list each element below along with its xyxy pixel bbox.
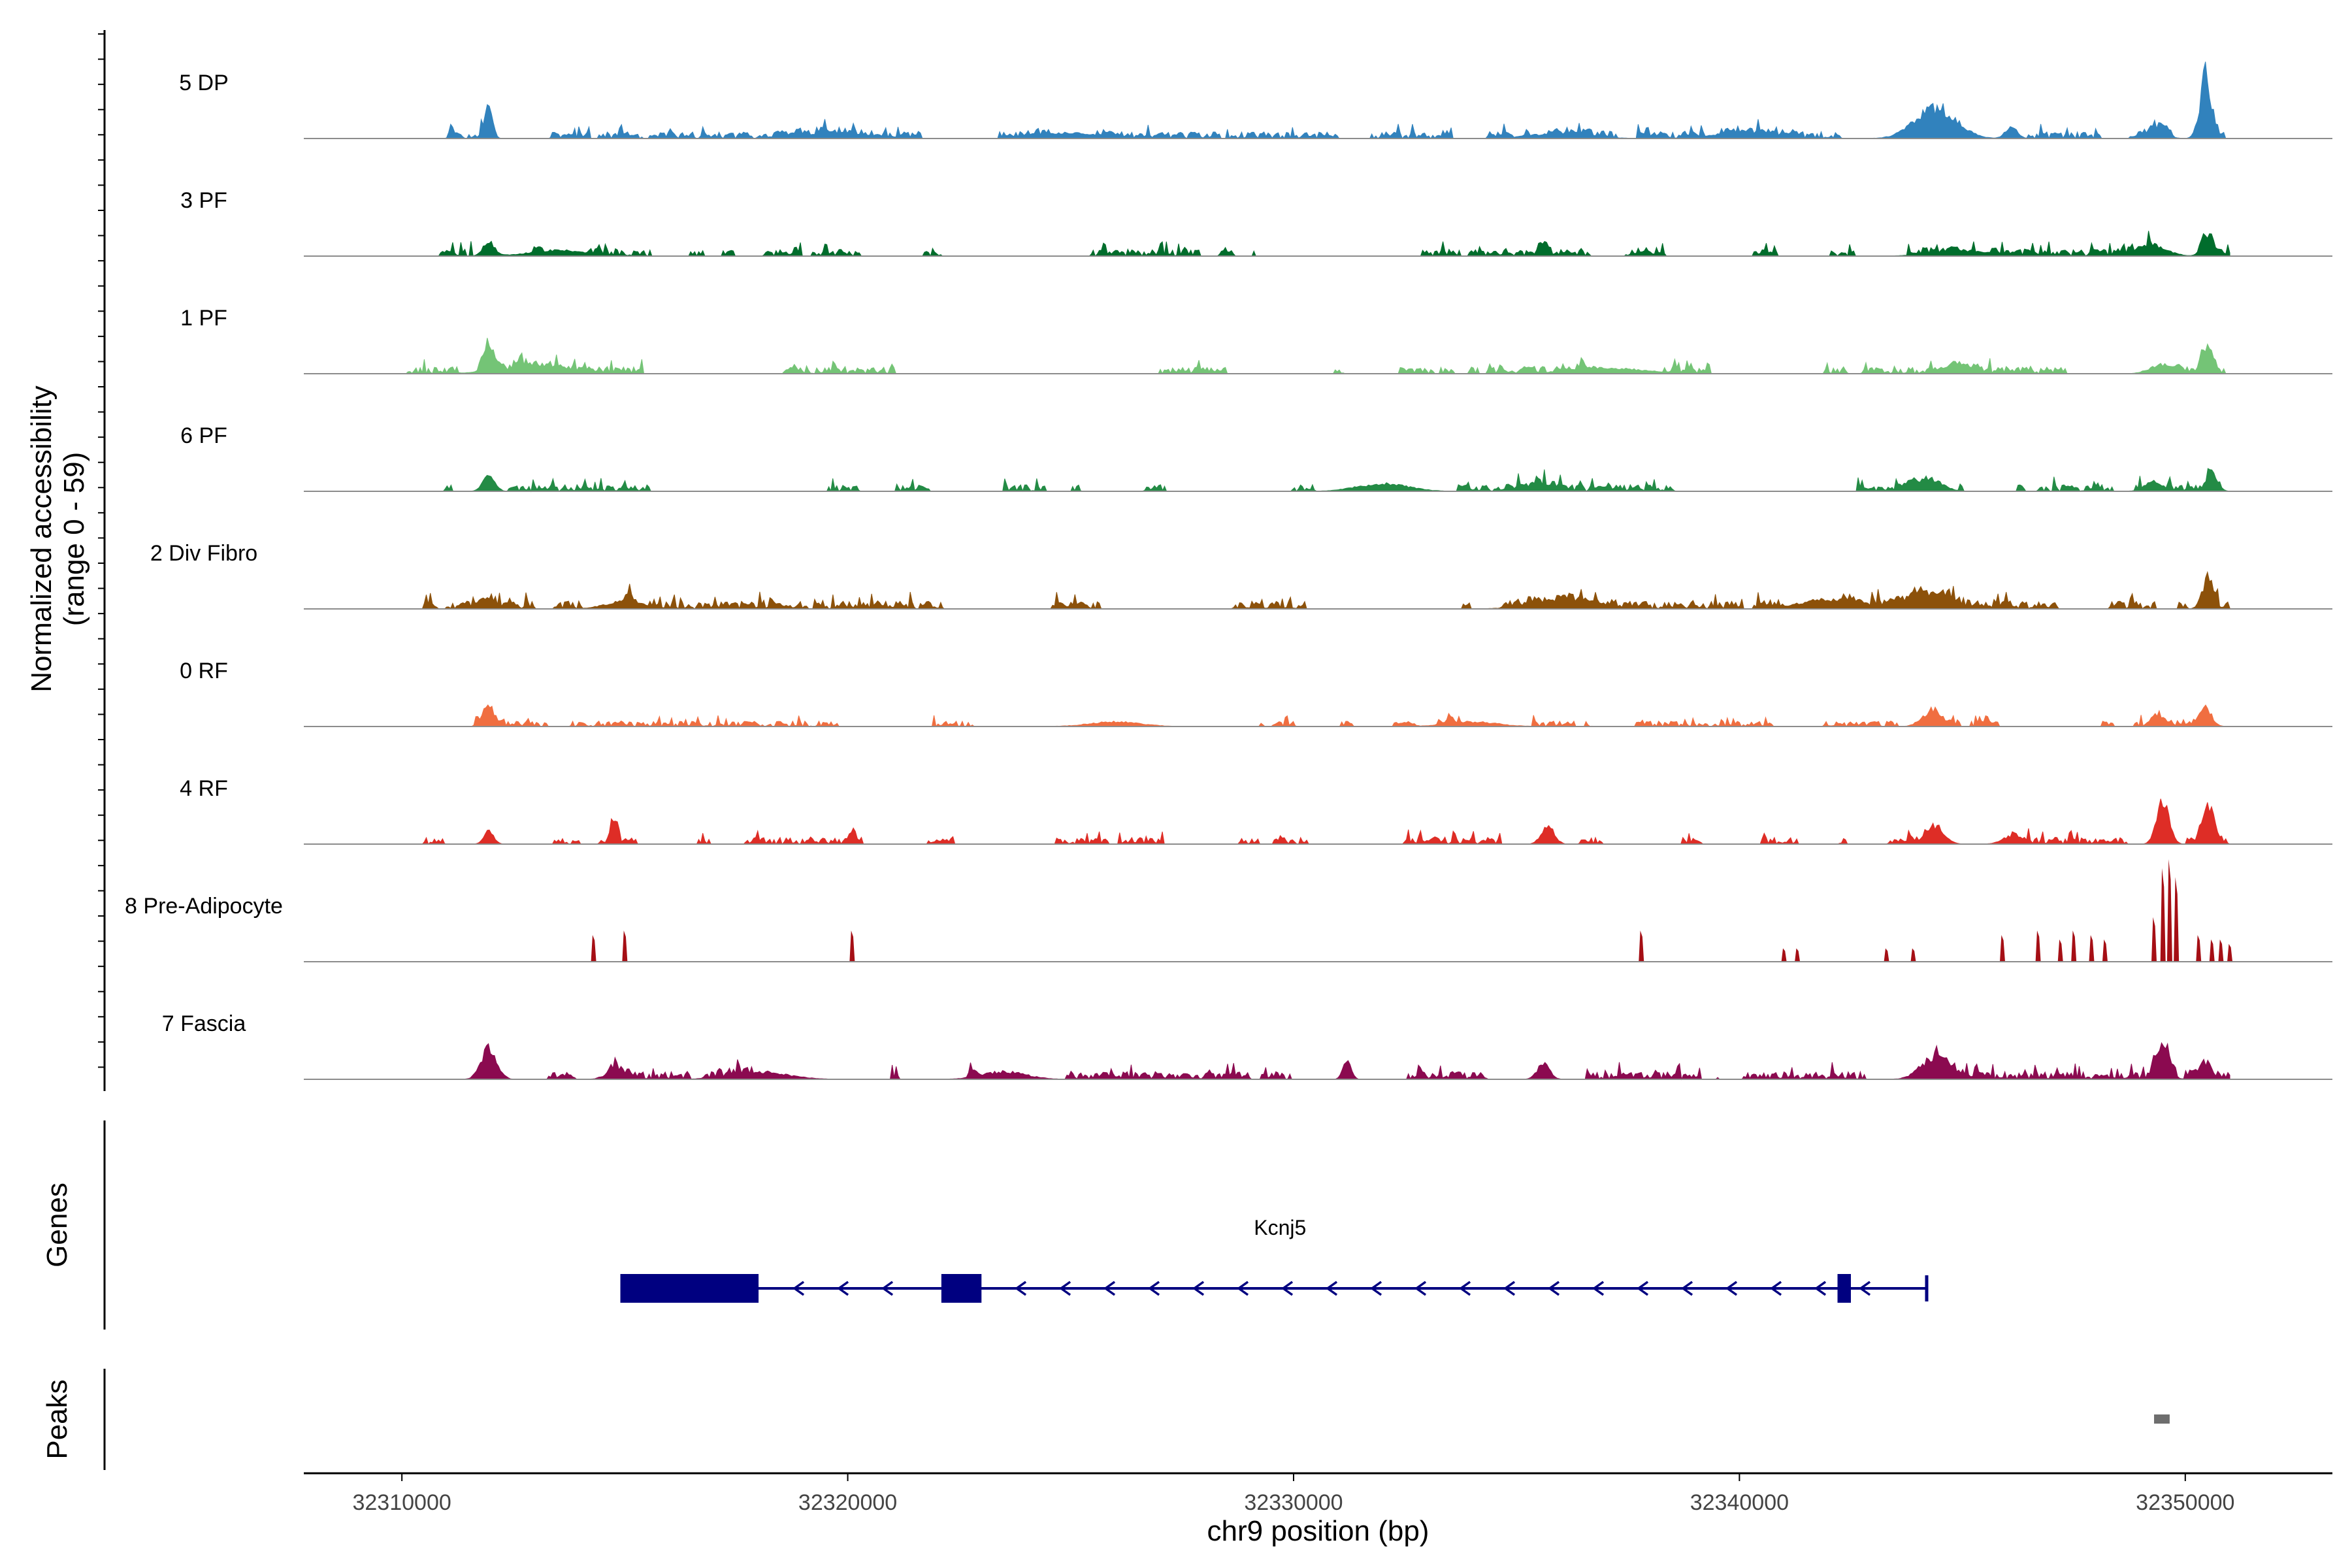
track-label: 5 DP (179, 71, 229, 95)
gene-name: Kcnj5 (1254, 1216, 1306, 1239)
coverage-spike (1884, 948, 1889, 962)
coverage-spike (2089, 935, 2095, 962)
strand-arrow (792, 1281, 805, 1296)
x-axis-label: chr9 position (bp) (1207, 1515, 1429, 1547)
track-1-pf: 1 PF (180, 306, 2332, 375)
genes-panel: Genes Kcnj5 (41, 1120, 1929, 1330)
strand-arrow (1059, 1281, 1071, 1296)
coverage-spike (2071, 930, 2077, 962)
track-5-dp: 5 DP (179, 61, 2332, 140)
coverage-spike (2209, 939, 2215, 962)
track-7-fascia: 7 Fascia (162, 1011, 2332, 1081)
x-axis: 32310000 32320000 32330000 32340000 32350000… (304, 1472, 2332, 1547)
strand-arrow (1326, 1281, 1338, 1296)
track-label: 2 Div Fibro (150, 541, 257, 566)
track-0-rf: 0 RF (180, 659, 2332, 728)
coverage-spike (1910, 948, 1916, 962)
strand-arrow (1814, 1281, 1827, 1296)
strand-arrow (1148, 1281, 1160, 1296)
strand-arrow (1459, 1281, 1471, 1296)
x-tick-label: 32320000 (798, 1490, 897, 1515)
coverage-spike (2057, 939, 2063, 962)
strand-arrow (1503, 1281, 1516, 1296)
peak-region (2154, 1414, 2170, 1424)
track-4-rf: 4 RF (180, 776, 2332, 845)
strand-arrow (1103, 1281, 1116, 1296)
gene-exon (1837, 1274, 1851, 1303)
peaks-panel-label: Peaks (41, 1379, 73, 1459)
coverage-spike (2174, 877, 2180, 962)
strand-arrow (1281, 1281, 1294, 1296)
track-label: 7 Fascia (162, 1011, 246, 1036)
strand-arrow (1681, 1281, 1693, 1296)
coverage-spike (2218, 939, 2224, 962)
coverage-spike (1795, 948, 1801, 962)
peak-regions (2154, 1414, 2170, 1424)
strand-arrow (881, 1281, 894, 1296)
coverage-spike (1639, 930, 1644, 962)
coverage-spike (2102, 939, 2108, 962)
coverage-spike (2160, 868, 2166, 962)
gene-model: Kcnj5 (620, 1216, 1929, 1303)
coverage-y-axis-ticks (98, 33, 105, 1068)
x-axis-ticks: 32310000 32320000 32330000 32340000 32350000 (352, 1473, 2234, 1515)
track-8-pre-adipocyte: 8 Pre-Adipocyte (125, 859, 2332, 962)
gene-exon (941, 1274, 982, 1303)
y-axis-label-range: (range 0 - 59) (58, 452, 90, 627)
track-2-div-fibro: 2 Div Fibro (150, 541, 2332, 610)
gene-exon (620, 1274, 759, 1303)
x-tick-label: 32330000 (1244, 1490, 1343, 1515)
track-label: 6 PF (180, 423, 227, 448)
track-3-pf: 3 PF (180, 188, 2332, 257)
coverage-spike (622, 930, 628, 962)
track-label: 8 Pre-Adipocyte (125, 894, 283, 919)
coverage-spike (2000, 935, 2006, 962)
coverage-spike (849, 930, 855, 962)
coverage-spike (2196, 935, 2202, 962)
coverage-tracks: 5 DP 3 PF 1 PF 6 PF 2 Div Fibro 0 RF 4 RF 8 Pre… (125, 61, 2332, 1081)
track-label: 4 RF (180, 776, 228, 801)
strand-arrow (837, 1281, 849, 1296)
strand-arrow (1192, 1281, 1205, 1296)
strand-arrow (1859, 1281, 1871, 1296)
strand-arrow (1370, 1281, 1382, 1296)
track-label: 1 PF (180, 306, 227, 331)
strand-arrow (1770, 1281, 1782, 1296)
strand-arrow (1592, 1281, 1605, 1296)
track-label: 0 RF (180, 659, 228, 683)
coverage-spike (591, 935, 596, 962)
peaks-panel: Peaks (41, 1369, 2170, 1470)
coverage-spike (1781, 948, 1787, 962)
strand-arrow (1015, 1281, 1027, 1296)
strand-arrow (1637, 1281, 1649, 1296)
x-tick-label: 32340000 (1690, 1490, 1789, 1515)
coverage-spike (2151, 917, 2157, 962)
strand-arrow (1548, 1281, 1560, 1296)
strand-arrow (1237, 1281, 1249, 1296)
track-6-pf: 6 PF (180, 423, 2332, 493)
track-label: 3 PF (180, 188, 227, 213)
x-tick-label: 32350000 (2136, 1490, 2234, 1515)
coverage-spike (2035, 930, 2041, 962)
coverage-spike (2227, 943, 2233, 962)
strand-arrow (1725, 1281, 1738, 1296)
strand-arrow (1414, 1281, 1427, 1296)
x-tick-label: 32310000 (352, 1490, 451, 1515)
coverage-spike (2166, 859, 2172, 962)
y-axis-label: Normalized accessibility (25, 385, 57, 692)
genes-panel-label: Genes (41, 1183, 73, 1267)
coverage-y-axis: Normalized accessibility (range 0 - 59) (25, 30, 106, 1091)
